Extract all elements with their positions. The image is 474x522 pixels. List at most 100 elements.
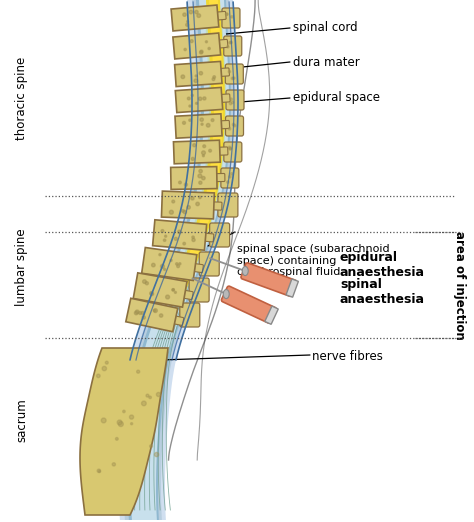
Polygon shape	[126, 298, 178, 331]
Circle shape	[179, 263, 181, 265]
Circle shape	[117, 420, 122, 425]
Circle shape	[142, 316, 146, 319]
Circle shape	[189, 10, 192, 14]
Text: area of injection: area of injection	[454, 231, 466, 339]
Circle shape	[230, 41, 232, 44]
Circle shape	[174, 238, 177, 240]
Circle shape	[231, 77, 234, 79]
Circle shape	[199, 72, 202, 75]
Circle shape	[137, 370, 140, 373]
Circle shape	[164, 239, 166, 241]
FancyBboxPatch shape	[222, 8, 240, 28]
Circle shape	[233, 77, 235, 79]
Polygon shape	[128, 0, 231, 520]
Circle shape	[203, 145, 206, 148]
Circle shape	[112, 462, 116, 466]
Circle shape	[197, 14, 201, 17]
Circle shape	[229, 41, 231, 44]
Circle shape	[97, 469, 100, 472]
Circle shape	[195, 10, 198, 14]
Polygon shape	[171, 5, 219, 31]
FancyBboxPatch shape	[219, 121, 229, 129]
Circle shape	[172, 200, 175, 203]
Circle shape	[227, 181, 229, 183]
Circle shape	[233, 124, 236, 127]
Circle shape	[183, 242, 185, 245]
FancyBboxPatch shape	[265, 306, 278, 324]
Circle shape	[116, 437, 118, 440]
Circle shape	[199, 181, 202, 184]
FancyBboxPatch shape	[216, 11, 226, 20]
FancyBboxPatch shape	[210, 223, 229, 247]
Circle shape	[200, 50, 203, 53]
Polygon shape	[175, 87, 223, 113]
Circle shape	[227, 45, 229, 48]
Circle shape	[141, 312, 144, 314]
Circle shape	[187, 97, 190, 100]
Circle shape	[150, 292, 154, 295]
Circle shape	[191, 197, 194, 200]
Polygon shape	[187, 0, 223, 260]
FancyBboxPatch shape	[215, 173, 225, 182]
Circle shape	[200, 51, 203, 54]
Circle shape	[201, 151, 205, 155]
Ellipse shape	[223, 290, 229, 299]
Circle shape	[208, 48, 210, 50]
Circle shape	[226, 13, 228, 16]
Polygon shape	[142, 247, 197, 280]
Text: thoracic spine: thoracic spine	[16, 56, 28, 139]
FancyBboxPatch shape	[241, 263, 297, 296]
Circle shape	[161, 230, 164, 232]
Text: sacrum: sacrum	[16, 398, 28, 442]
Circle shape	[228, 175, 231, 178]
Polygon shape	[171, 167, 217, 189]
Text: epidural
anaesthesia: epidural anaesthesia	[340, 251, 425, 279]
Circle shape	[232, 123, 235, 126]
FancyBboxPatch shape	[218, 39, 228, 48]
FancyBboxPatch shape	[180, 303, 200, 327]
Circle shape	[164, 235, 167, 237]
Circle shape	[187, 206, 191, 209]
Circle shape	[184, 183, 187, 186]
Circle shape	[209, 149, 211, 152]
FancyBboxPatch shape	[192, 264, 203, 272]
FancyBboxPatch shape	[212, 202, 222, 210]
Circle shape	[156, 393, 161, 397]
Polygon shape	[162, 191, 214, 219]
Circle shape	[186, 23, 189, 26]
Circle shape	[159, 254, 161, 256]
Circle shape	[201, 123, 203, 125]
Circle shape	[184, 49, 186, 51]
Circle shape	[229, 102, 232, 105]
Circle shape	[196, 102, 198, 104]
FancyBboxPatch shape	[219, 68, 229, 76]
Circle shape	[196, 202, 200, 206]
Circle shape	[105, 361, 108, 364]
Circle shape	[159, 314, 163, 317]
Circle shape	[189, 119, 191, 122]
Circle shape	[138, 312, 142, 314]
Circle shape	[172, 289, 174, 291]
FancyBboxPatch shape	[218, 193, 238, 217]
Circle shape	[182, 209, 184, 212]
Circle shape	[178, 230, 181, 234]
FancyBboxPatch shape	[224, 36, 242, 56]
Polygon shape	[175, 114, 222, 138]
Circle shape	[146, 282, 148, 285]
Circle shape	[191, 157, 194, 160]
Text: nerve fibres: nerve fibres	[312, 350, 383, 363]
Circle shape	[172, 289, 174, 291]
Circle shape	[99, 470, 100, 472]
Circle shape	[177, 265, 180, 268]
Circle shape	[211, 118, 214, 122]
Circle shape	[199, 170, 202, 173]
Circle shape	[174, 291, 176, 293]
Circle shape	[194, 79, 198, 82]
FancyBboxPatch shape	[220, 94, 230, 102]
Circle shape	[175, 263, 178, 265]
Circle shape	[165, 295, 170, 299]
Circle shape	[198, 174, 202, 178]
Circle shape	[169, 210, 173, 214]
Circle shape	[199, 97, 202, 100]
Circle shape	[213, 76, 216, 78]
